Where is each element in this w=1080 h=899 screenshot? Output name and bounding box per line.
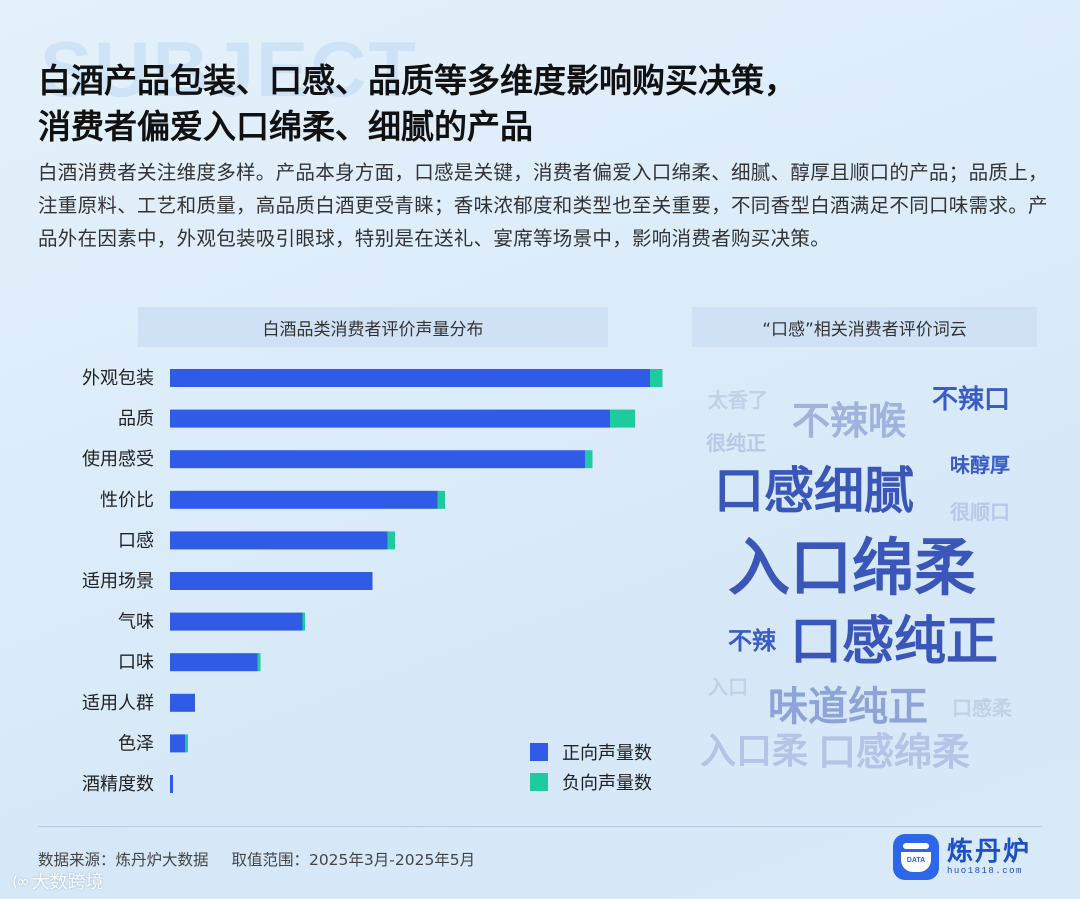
category-label: 酒精度数 (82, 774, 154, 795)
chart-legend: 正向声量数 负向声量数 (530, 737, 652, 797)
watermark-icon: (∞ (12, 871, 30, 891)
logo-icon: DATA (893, 834, 939, 880)
legend-swatch-positive (530, 743, 548, 761)
data-source: 数据来源：炼丹炉大数据 (38, 851, 209, 869)
bar-negative (257, 653, 261, 672)
cloud-word: 太香了 (708, 388, 768, 412)
bar-positive (170, 653, 258, 672)
background-word: SUBJECT (40, 25, 419, 113)
watermark-text: 大数跨境 (31, 872, 104, 893)
category-label: 使用感受 (82, 449, 154, 470)
category-label: 性价比 (100, 490, 154, 511)
category-label: 口感 (118, 530, 154, 551)
cloud-word: 入口绵柔 (728, 531, 977, 604)
bar-positive (170, 693, 195, 712)
cloud-word: 入口柔 (700, 731, 809, 772)
logo-icon-text: DATA (906, 857, 926, 864)
category-label: 口味 (118, 652, 154, 673)
footer-divider (38, 826, 1042, 827)
cloud-word: 口感细腻 (714, 462, 914, 520)
bar-negative (185, 734, 188, 753)
watermark: (∞ 大数跨境 (12, 868, 104, 894)
logo-name: 炼丹炉 (947, 837, 1032, 867)
page-title: 白酒产品包装、口感、品质等多维度影响购买决策， 消费者偏爱入口绵柔、细腻的产品 (38, 58, 1038, 150)
category-label: 色泽 (118, 733, 154, 754)
footer: 数据来源：炼丹炉大数据 取值范围：2025年3月-2025年5月 (38, 848, 493, 870)
bar-positive (170, 572, 373, 590)
bar-positive (170, 775, 173, 793)
legend-label-negative: 负向声量数 (562, 773, 652, 794)
cloud-word: 不辣喉 (792, 399, 907, 443)
cloud-word: 很纯正 (706, 431, 766, 455)
legend-label-positive: 正向声量数 (562, 743, 652, 764)
bar-positive (170, 734, 185, 753)
category-label: 外观包装 (82, 368, 154, 389)
wordcloud-panel-title: “口感”相关消费者评价词云 (692, 307, 1037, 347)
bar-positive (170, 531, 388, 550)
brand-logo: DATA 炼丹炉 huo1818.com (893, 834, 1031, 880)
bar-negative (585, 450, 593, 469)
title-line-2: 消费者偏爱入口绵柔、细腻的产品 (38, 107, 533, 146)
bar-negative (610, 409, 635, 428)
cloud-word: 很顺口 (950, 500, 1010, 524)
bar-negative (437, 490, 445, 509)
cloud-word: 不辣 (728, 627, 776, 655)
chart-panel-title: 白酒品类消费者评价声量分布 (138, 307, 608, 347)
legend-item-positive: 正向声量数 (530, 737, 652, 767)
cloud-word: 味道纯正 (768, 684, 928, 730)
legend-swatch-negative (530, 773, 548, 791)
description: 白酒消费者关注维度多样。产品本身方面，口感是关键，消费者偏爱入口绵柔、细腻、醇厚… (38, 161, 1048, 250)
data-range: 取值范围：2025年3月-2025年5月 (231, 851, 476, 869)
category-label: 品质 (118, 409, 154, 430)
bar-negative (302, 612, 305, 631)
cloud-word: 味醇厚 (950, 453, 1010, 477)
cloud-word: 入口 (708, 675, 748, 699)
category-label: 适用人群 (82, 693, 154, 714)
cloud-word: 口感纯正 (790, 612, 999, 672)
cloud-word: 不辣口 (932, 385, 1011, 415)
bar-positive (170, 409, 610, 428)
bar-positive (170, 450, 585, 469)
cloud-word: 口感绵柔 (818, 730, 971, 774)
category-label: 气味 (118, 612, 154, 633)
bar-negative (387, 531, 395, 550)
category-label: 适用场景 (82, 571, 154, 592)
bar-negative (650, 369, 663, 387)
logo-url: huo1818.com (947, 866, 1023, 876)
bar-positive (170, 612, 303, 631)
legend-item-negative: 负向声量数 (530, 767, 652, 797)
bar-positive (170, 490, 438, 509)
title-line-1: 白酒产品包装、口感、品质等多维度影响购买决策， (38, 61, 797, 100)
cloud-word: 口感柔 (952, 696, 1012, 720)
bar-positive (170, 369, 650, 387)
